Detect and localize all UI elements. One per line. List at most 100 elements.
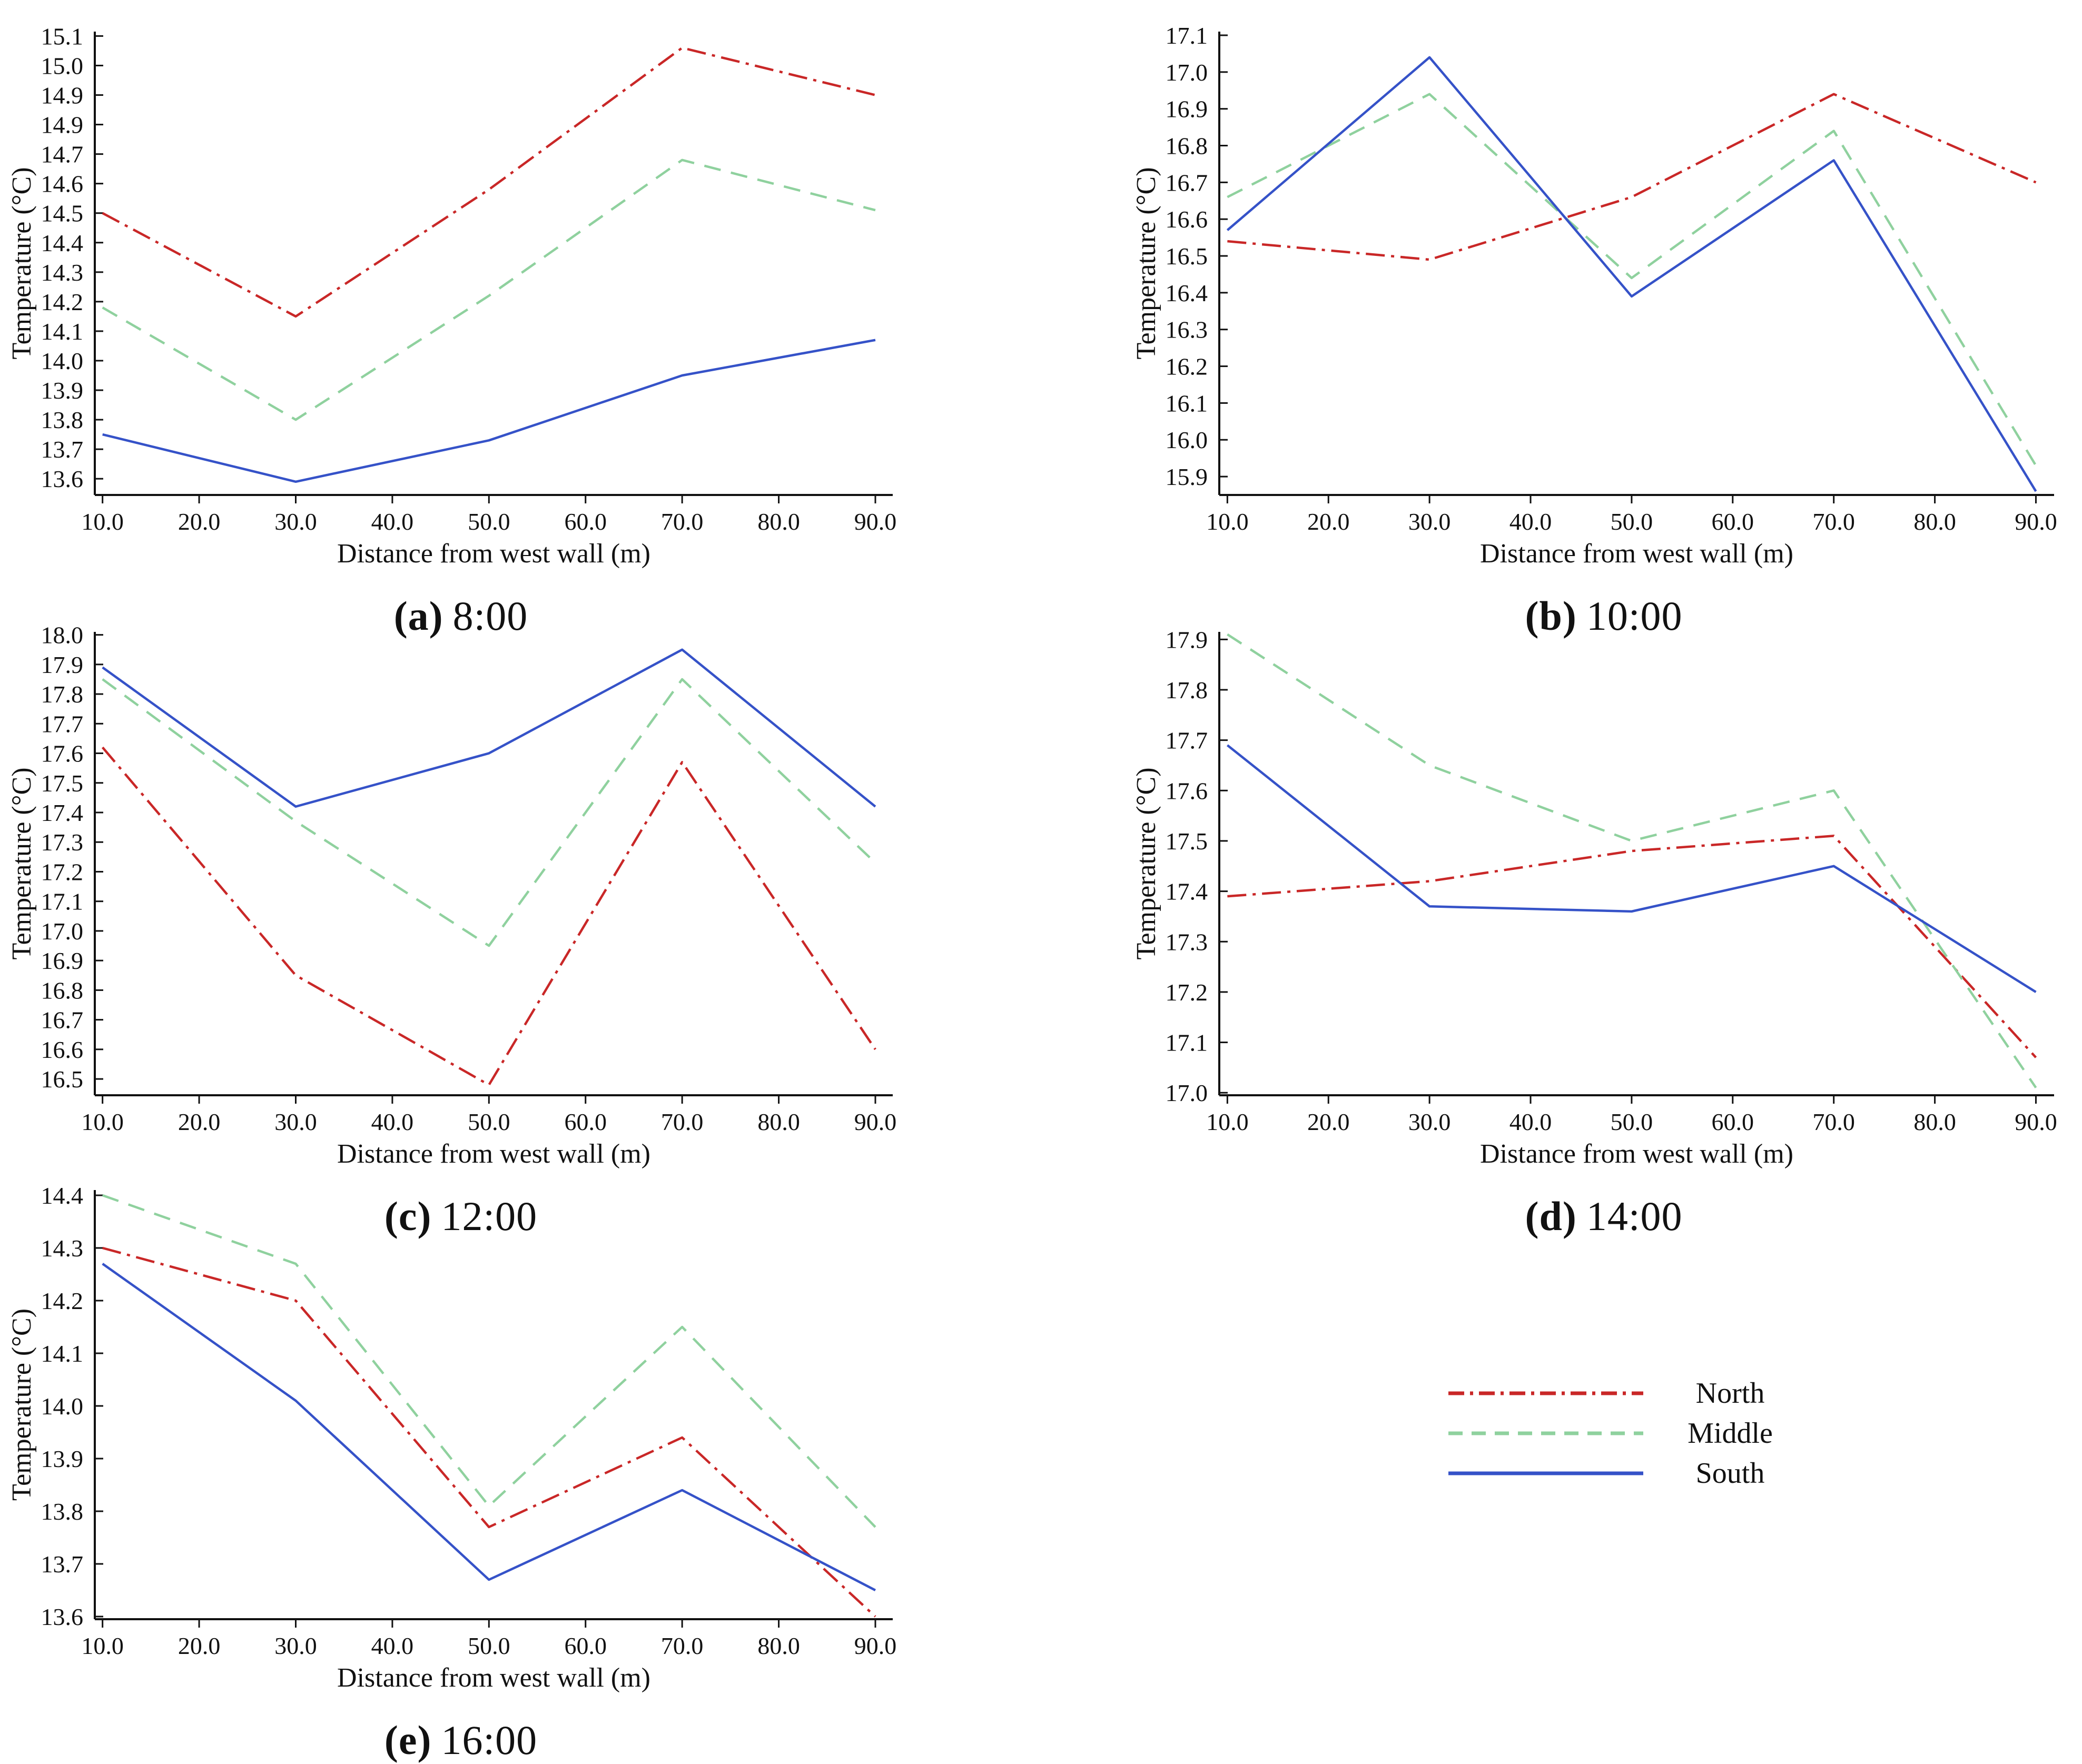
svg-text:14.0: 14.0 [41,1393,84,1420]
legend-item-north: North [1440,1377,1841,1410]
middle-line-icon [1440,1430,1651,1437]
svg-text:30.0: 30.0 [1408,1108,1451,1135]
chart-12-00: 18.0 17.9 17.8 17.7 17.6 17.5 17.4 17.3 17.2 17.1… [5,600,916,1240]
svg-text:13.7: 13.7 [41,1551,84,1578]
svg-text:90.0: 90.0 [854,1108,897,1135]
svg-text:16.6: 16.6 [41,1036,84,1063]
svg-text:16.4: 16.4 [1166,280,1208,306]
svg-text:14.3: 14.3 [41,259,84,286]
svg-text:16.6: 16.6 [1166,206,1208,233]
svg-text:16.8: 16.8 [1166,133,1208,160]
svg-text:17.7: 17.7 [41,710,84,737]
svg-text:13.8: 13.8 [41,407,84,433]
svg-text:17.7: 17.7 [1166,727,1208,754]
svg-text:16.7: 16.7 [41,1007,84,1034]
caption-c-label: (c) [384,1193,432,1239]
svg-text:17.9: 17.9 [41,651,84,678]
svg-text:14.5: 14.5 [41,200,84,227]
svg-text:40.0: 40.0 [371,508,414,535]
svg-text:20.0: 20.0 [178,508,221,535]
svg-text:60.0: 60.0 [564,1108,607,1135]
caption-d-time: 14:00 [1586,1193,1683,1239]
chart-8-00: 15.1 15.0 14.9 14.9 14.7 14.6 14.5 14.4 14.3 14.2… [5,0,916,640]
svg-text:14.9: 14.9 [41,82,84,109]
svg-text:Distance from west wall (m): Distance from west wall (m) [337,1663,650,1693]
legend-label-south: South [1695,1457,1765,1490]
svg-text:17.0: 17.0 [41,918,84,945]
svg-text:30.0: 30.0 [274,508,317,535]
chart-8-00-plot: 15.1 15.0 14.9 14.9 14.7 14.6 14.5 14.4 14.3 14.2… [5,0,916,592]
svg-text:14.4: 14.4 [41,230,84,256]
caption-e-label: (e) [384,1717,432,1763]
svg-text:17.1: 17.1 [1166,22,1208,49]
svg-text:15.9: 15.9 [1166,463,1208,490]
legend-label-middle: Middle [1688,1417,1773,1450]
svg-text:17.3: 17.3 [41,829,84,856]
svg-text:50.0: 50.0 [1611,1108,1653,1135]
svg-text:20.0: 20.0 [1307,1108,1350,1135]
svg-text:16.0: 16.0 [1166,427,1208,453]
svg-text:90.0: 90.0 [854,508,897,535]
svg-text:80.0: 80.0 [1913,508,1956,535]
svg-text:Temperature (°C): Temperature (°C) [1131,167,1161,359]
svg-text:Temperature (°C): Temperature (°C) [1131,767,1161,959]
svg-text:Distance from west wall (m): Distance from west wall (m) [337,1139,650,1169]
svg-text:17.3: 17.3 [1166,928,1208,955]
svg-text:13.6: 13.6 [41,1603,84,1630]
svg-text:80.0: 80.0 [757,508,800,535]
svg-text:16.5: 16.5 [1166,243,1208,270]
svg-text:20.0: 20.0 [1307,508,1350,535]
svg-text:90.0: 90.0 [2015,508,2057,535]
svg-text:14.4: 14.4 [41,1182,84,1209]
svg-text:40.0: 40.0 [1509,508,1552,535]
chart-14-00: 17.9 17.8 17.7 17.6 17.5 17.4 17.3 17.2 17.1 17.0… [1130,600,2078,1240]
svg-text:50.0: 50.0 [1611,508,1653,535]
svg-text:17.0: 17.0 [1166,1079,1208,1106]
chart-12-00-plot: 18.0 17.9 17.8 17.7 17.6 17.5 17.4 17.3 17.2 17.1… [5,600,916,1193]
svg-text:Temperature (°C): Temperature (°C) [7,1309,37,1501]
caption-b-label: (b) [1525,593,1577,639]
svg-text:20.0: 20.0 [178,1632,221,1659]
svg-text:14.7: 14.7 [41,141,84,168]
caption-a-time: 8:00 [452,593,528,639]
svg-text:14.2: 14.2 [41,1287,84,1314]
svg-text:Temperature (°C): Temperature (°C) [7,767,37,959]
svg-text:17.5: 17.5 [1166,828,1208,855]
caption-c-time: 12:00 [441,1193,538,1239]
svg-text:14.6: 14.6 [41,171,84,197]
svg-text:15.1: 15.1 [41,23,84,49]
svg-text:14.0: 14.0 [41,348,84,374]
caption-a-label: (a) [393,593,443,639]
svg-text:13.9: 13.9 [41,1445,84,1472]
svg-text:15.0: 15.0 [41,52,84,79]
north-line-icon [1440,1390,1651,1397]
svg-text:40.0: 40.0 [371,1108,414,1135]
svg-text:18.0: 18.0 [41,622,84,649]
caption-d-label: (d) [1525,1193,1577,1239]
svg-text:10.0: 10.0 [81,1108,124,1135]
legend-item-south: South [1440,1457,1841,1490]
svg-text:17.4: 17.4 [1166,878,1208,905]
svg-text:60.0: 60.0 [564,508,607,535]
svg-text:10.0: 10.0 [81,1632,124,1659]
svg-text:10.0: 10.0 [1206,508,1249,535]
svg-text:16.7: 16.7 [1166,169,1208,196]
svg-text:50.0: 50.0 [468,508,510,535]
svg-text:17.2: 17.2 [41,858,84,885]
svg-text:Distance from west wall (m): Distance from west wall (m) [1480,539,1793,569]
svg-text:17.6: 17.6 [1166,777,1208,804]
svg-text:16.3: 16.3 [1166,316,1208,343]
svg-text:80.0: 80.0 [1913,1108,1956,1135]
south-line-icon [1440,1470,1651,1477]
svg-text:30.0: 30.0 [274,1632,317,1659]
svg-text:Distance from west wall (m): Distance from west wall (m) [1480,1139,1793,1169]
svg-text:60.0: 60.0 [1712,508,1754,535]
chart-10-00-plot: 17.1 17.0 16.9 16.8 16.7 16.6 16.5 16.4 16.3 16.2… [1130,0,2078,592]
caption-a: (a) 8:00 [5,592,916,640]
svg-text:13.6: 13.6 [41,465,84,492]
svg-text:17.8: 17.8 [1166,677,1208,703]
svg-text:17.8: 17.8 [41,681,84,708]
svg-text:14.1: 14.1 [41,318,84,345]
chart-10-00: 17.1 17.0 16.9 16.8 16.7 16.6 16.5 16.4 16.3 16.2… [1130,0,2078,640]
svg-text:70.0: 70.0 [661,508,704,535]
